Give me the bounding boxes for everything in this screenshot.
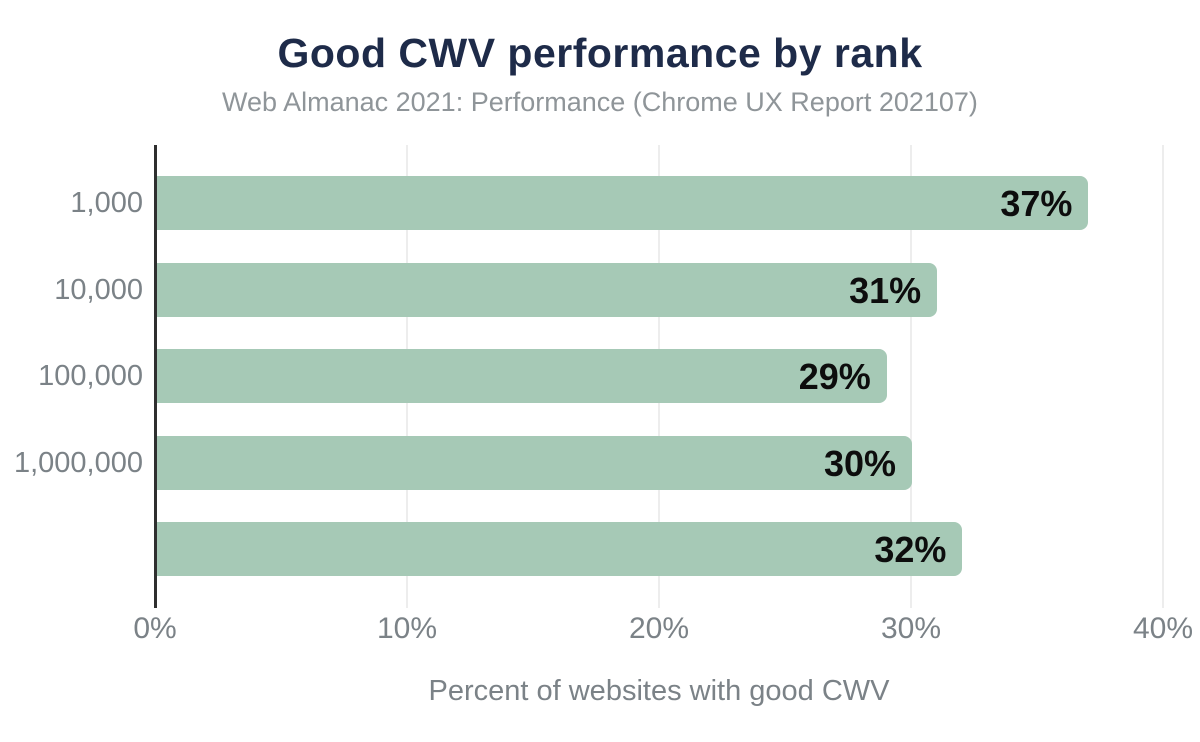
bar-1,000,000: 30% [156, 435, 912, 490]
x-tick-label-40: 40% [1132, 612, 1194, 645]
y-axis-label-1: 1,000 [70, 187, 143, 219]
x-tick-label-30: 30% [880, 612, 942, 645]
y-axis-line [154, 145, 157, 608]
bar-100,000: 29% [156, 349, 887, 403]
chart-subtitle: Web Almanac 2021: Performance (Chrome UX… [222, 87, 978, 117]
plot-area: 37% 31% 29% 30% 32% [155, 145, 1164, 608]
bar-value-label: 32% [874, 529, 947, 570]
x-tick-label-20: 20% [628, 612, 690, 645]
bar-value-label: 29% [798, 356, 871, 397]
y-axis-label-2: 10,000 [54, 273, 143, 306]
x-tick-label-10: 10% [376, 612, 438, 645]
bar-10,000: 31% [156, 262, 938, 317]
bar-row-5: 32% [156, 522, 963, 576]
gridline-40 [1162, 145, 1164, 608]
x-axis-tick-labels: 0% 10% 20% 30% 40% [133, 612, 1193, 648]
x-axis-title: Percent of websites with good CWV [428, 675, 890, 707]
bar-value-label: 30% [823, 442, 896, 484]
x-tick-label-0: 0% [133, 612, 177, 645]
y-axis-label-3: 100,000 [38, 360, 143, 392]
bar-value-label: 37% [1000, 183, 1073, 224]
bar-1,000: 37% [156, 176, 1089, 230]
chart-title: Good CWV performance by rank [277, 30, 923, 76]
gridline-30 [910, 145, 912, 608]
y-axis-label-4: 1,000,000 [13, 446, 143, 479]
bar-value-label: 31% [849, 269, 922, 311]
